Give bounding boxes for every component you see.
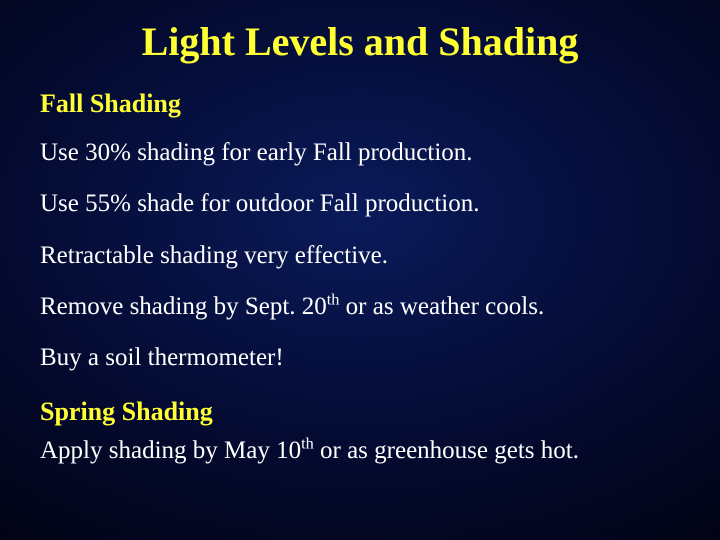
slide-title: Light Levels and Shading — [40, 18, 680, 65]
fall-shading-heading: Fall Shading — [40, 89, 680, 119]
slide: Light Levels and Shading Fall Shading Us… — [0, 0, 720, 540]
ordinal-suffix: th — [301, 435, 314, 453]
fall-line-1: Use 30% shading for early Fall productio… — [40, 137, 680, 168]
fall-line-4: Remove shading by Sept. 20th or as weath… — [40, 291, 680, 322]
fall-line-5: Buy a soil thermometer! — [40, 342, 680, 373]
spring-line-1: Apply shading by May 10th or as greenhou… — [40, 435, 680, 466]
ordinal-suffix: th — [327, 290, 340, 308]
fall-line-2: Use 55% shade for outdoor Fall productio… — [40, 188, 680, 219]
fall-line-3: Retractable shading very effective. — [40, 240, 680, 271]
spring-shading-heading: Spring Shading — [40, 397, 680, 427]
